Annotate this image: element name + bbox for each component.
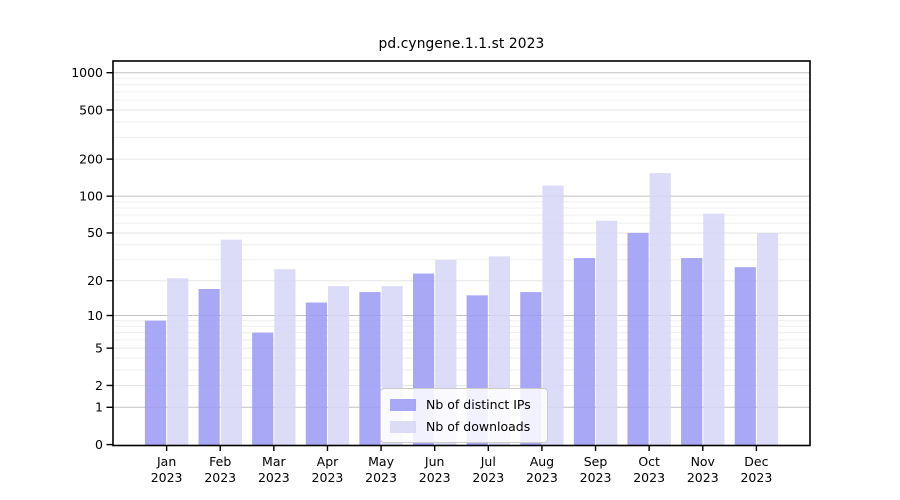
- y-tick-label: 200: [79, 151, 103, 166]
- y-tick-label: 20: [87, 273, 103, 288]
- distinct-ips-color-swatch: [390, 398, 416, 411]
- bar-distinct-ips-may: [359, 292, 381, 446]
- bar-downloads-mar: [274, 269, 296, 446]
- bar-distinct-ips-feb: [198, 289, 220, 446]
- chart-title: pd.cyngene.1.1.st 2023: [378, 36, 545, 52]
- bar-distinct-ips-mar: [252, 332, 274, 446]
- x-tick-label-month: Apr: [317, 454, 339, 469]
- x-tick-label-month: Aug: [530, 454, 554, 469]
- y-tick-label: 1000: [71, 65, 103, 80]
- downloads-color-swatch: [390, 420, 416, 433]
- bar-downloads-oct: [649, 173, 671, 446]
- bar-distinct-ips-oct: [627, 232, 649, 446]
- x-tick-label-year: 2023: [312, 470, 344, 485]
- x-tick-label-year: 2023: [419, 470, 451, 485]
- x-tick-label-month: Jun: [424, 454, 445, 469]
- x-tick-label-month: Sep: [584, 454, 608, 469]
- bar-downloads-sep: [596, 220, 618, 446]
- x-tick-label-month: Jan: [156, 454, 176, 469]
- x-tick-label-month: Feb: [209, 454, 231, 469]
- x-tick-label-month: Dec: [744, 454, 768, 469]
- x-tick-label-year: 2023: [526, 470, 558, 485]
- y-tick-label: 10: [87, 308, 103, 323]
- x-tick-label-year: 2023: [258, 470, 290, 485]
- y-tick-label: 0: [95, 437, 103, 452]
- legend: Nb of distinct IPs Nb of downloads: [380, 388, 548, 443]
- y-tick-label: 50: [87, 225, 103, 240]
- x-tick-label-year: 2023: [472, 470, 504, 485]
- x-tick-label-year: 2023: [687, 470, 719, 485]
- y-tick-label: 500: [79, 102, 103, 117]
- bar-downloads-jan: [167, 278, 189, 446]
- bar-distinct-ips-nov: [681, 258, 703, 446]
- y-tick-label: 5: [95, 340, 103, 355]
- x-tick-label-month: Nov: [691, 454, 716, 469]
- y-tick-label: 100: [79, 188, 103, 203]
- bar-downloads-feb: [220, 239, 242, 446]
- legend-item-distinct-ips: Nb of distinct IPs: [390, 396, 537, 413]
- y-tick-label: 2: [95, 378, 103, 393]
- x-tick-label-year: 2023: [365, 470, 397, 485]
- bar-downloads-dec: [756, 232, 779, 446]
- x-tick-label-year: 2023: [204, 470, 236, 485]
- bar-distinct-ips-dec: [734, 267, 756, 446]
- x-tick-label-month: Jul: [480, 454, 496, 469]
- x-tick-label-year: 2023: [580, 470, 612, 485]
- bar-downloads-nov: [703, 213, 725, 446]
- legend-label-distinct-ips: Nb of distinct IPs: [426, 397, 531, 412]
- legend-item-downloads: Nb of downloads: [390, 418, 537, 435]
- x-tick-label-year: 2023: [740, 470, 772, 485]
- x-tick-label-month: Mar: [262, 454, 286, 469]
- y-tick-label: 1: [95, 400, 103, 415]
- x-tick-label-month: May: [368, 454, 394, 469]
- bar-downloads-apr: [327, 286, 350, 446]
- legend-label-downloads: Nb of downloads: [426, 419, 531, 434]
- x-tick-label-year: 2023: [633, 470, 665, 485]
- bar-downloads-aug: [542, 185, 564, 446]
- bar-distinct-ips-apr: [305, 302, 327, 446]
- plot-border: [112, 60, 811, 447]
- x-tick-label-month: Oct: [638, 454, 660, 469]
- x-tick-label-year: 2023: [151, 470, 183, 485]
- bar-distinct-ips-jan: [144, 320, 167, 446]
- bar-distinct-ips-sep: [573, 258, 596, 446]
